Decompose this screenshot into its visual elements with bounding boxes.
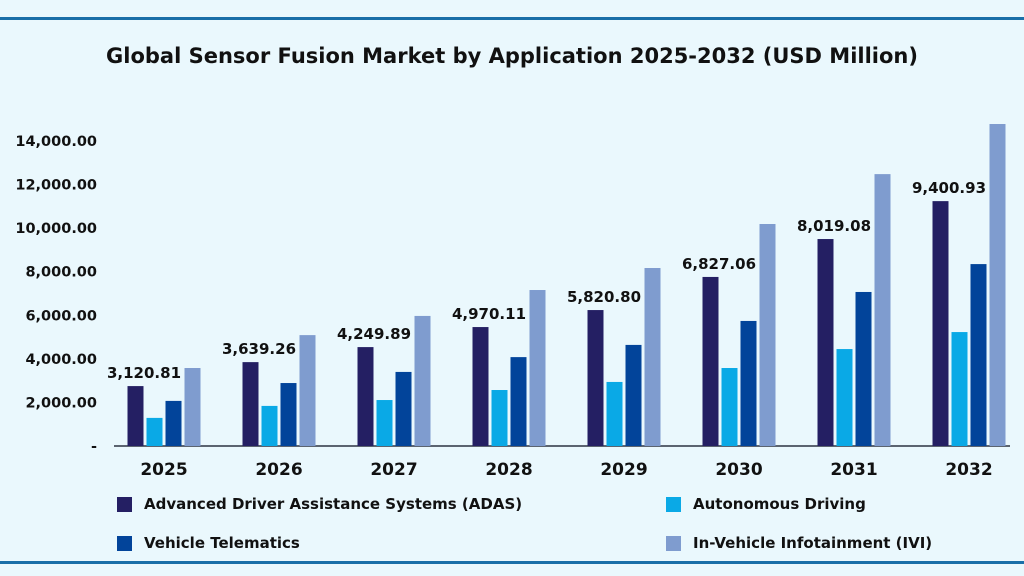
y-tick-label: 2,000.00 — [25, 395, 97, 411]
x-tick-label: 2027 — [370, 460, 417, 480]
x-tick-label: 2031 — [830, 460, 877, 480]
bar-2031-4 — [874, 174, 891, 446]
legend-item-autonomous-driving: Autonomous Driving — [666, 495, 866, 513]
chart-title: Global Sensor Fusion Market by Applicati… — [106, 44, 918, 68]
data-label: 3,639.26 — [222, 340, 296, 358]
bar-2030-3 — [740, 320, 757, 446]
bar-2031-3 — [855, 291, 872, 446]
bar-2029-1 — [587, 310, 604, 446]
y-tick-label: 4,000.00 — [25, 352, 97, 368]
bar-2025-1 — [127, 386, 144, 446]
data-label: 6,827.06 — [682, 255, 756, 273]
y-tick-label: 14,000.00 — [15, 134, 97, 150]
legend-swatch — [666, 535, 681, 551]
bottom-rule — [0, 561, 1024, 564]
bar-2025-4 — [184, 368, 201, 446]
legend-label: Vehicle Telematics — [144, 534, 300, 552]
legend-swatch — [666, 496, 681, 512]
bar-2026-4 — [299, 335, 316, 446]
legend-item-vehicle-telematics: Vehicle Telematics — [117, 534, 300, 552]
data-label: 5,820.80 — [567, 288, 641, 306]
y-tick-label: 10,000.00 — [15, 221, 97, 237]
bar-2029-2 — [606, 381, 623, 446]
data-label: 4,249.89 — [337, 325, 411, 343]
top-rule — [0, 17, 1024, 20]
data-label: 4,970.11 — [452, 305, 526, 323]
y-tick-label: - — [91, 439, 97, 455]
bar-2029-4 — [644, 268, 661, 446]
bar-2031-2 — [836, 349, 853, 446]
data-label: 9,400.93 — [912, 179, 986, 197]
x-tick-label: 2028 — [485, 460, 532, 480]
bar-2028-3 — [510, 357, 527, 446]
legend-label: Advanced Driver Assistance Systems (ADAS… — [144, 495, 523, 513]
bar-2025-2 — [146, 417, 163, 446]
bar-2032-2 — [951, 332, 968, 446]
x-tick-label: 2026 — [255, 460, 302, 480]
y-tick-label: 8,000.00 — [25, 265, 97, 281]
bar-2025-3 — [165, 400, 182, 446]
bar-2027-1 — [357, 347, 374, 446]
x-tick-label: 2030 — [715, 460, 762, 480]
legend-label: In-Vehicle Infotainment (IVI) — [693, 534, 933, 552]
x-tick-label: 2025 — [140, 460, 187, 480]
bar-2028-4 — [529, 290, 546, 446]
y-tick-label: 6,000.00 — [25, 308, 97, 324]
legend-label: Autonomous Driving — [693, 495, 866, 513]
y-tick-label: 12,000.00 — [15, 178, 97, 194]
bar-2032-4 — [989, 124, 1006, 446]
bar-2027-2 — [376, 400, 393, 446]
bar-2026-3 — [280, 383, 297, 446]
bar-2028-1 — [472, 327, 489, 446]
bar-2032-3 — [970, 264, 987, 446]
bar-2030-4 — [759, 224, 776, 446]
legend-swatch — [117, 496, 132, 512]
data-label: 8,019.08 — [797, 217, 871, 235]
legend-item-adas: Advanced Driver Assistance Systems (ADAS… — [117, 495, 522, 513]
bar-2028-2 — [491, 390, 508, 446]
bar-2027-4 — [414, 315, 431, 446]
bar-2030-1 — [702, 276, 719, 446]
x-tick-label: 2032 — [945, 460, 992, 480]
bar-2030-2 — [721, 368, 738, 446]
bar-2027-3 — [395, 371, 412, 446]
bar-2026-1 — [242, 362, 259, 446]
bar-2032-1 — [932, 201, 949, 446]
legend-item-ivi: In-Vehicle Infotainment (IVI) — [666, 534, 932, 552]
legend-swatch — [117, 535, 132, 551]
bar-2029-3 — [625, 344, 642, 446]
bar-2031-1 — [817, 239, 834, 446]
data-label: 3,120.81 — [107, 364, 181, 382]
bar-2026-2 — [261, 405, 278, 446]
x-tick-label: 2029 — [600, 460, 647, 480]
